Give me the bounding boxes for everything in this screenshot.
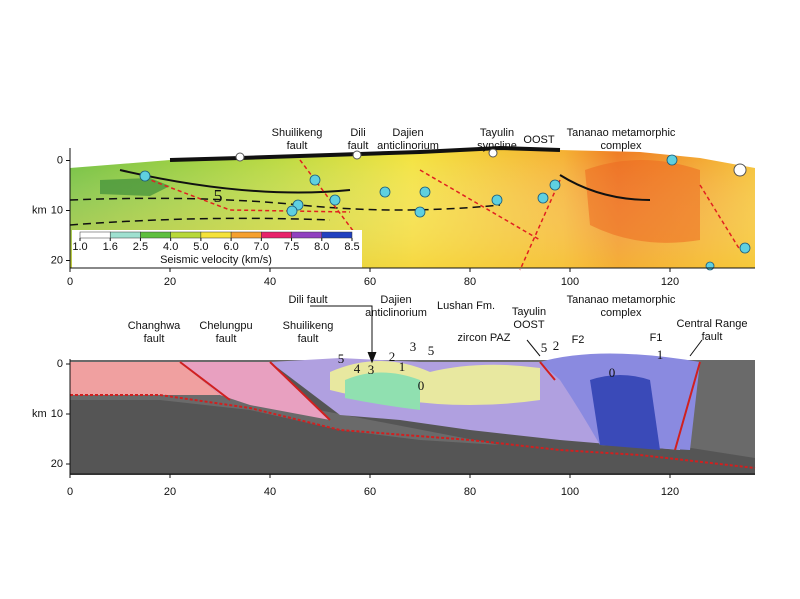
x-tick-label: 0 — [67, 276, 73, 288]
colorbar-swatch — [291, 231, 323, 239]
annotation: 2 — [389, 349, 396, 364]
x-tick-label: 40 — [264, 486, 276, 498]
colorbar-swatch — [79, 231, 111, 239]
colorbar-swatch — [321, 231, 353, 239]
annotation: fault — [298, 333, 319, 345]
annotation: OOST — [513, 319, 544, 331]
x-tick-label: 40 — [264, 276, 276, 288]
annotation: 1 — [399, 359, 406, 374]
annotation: fault — [348, 140, 369, 152]
annotation: Dili fault — [288, 294, 327, 306]
colorbar-tick-label: 2.5 — [133, 241, 148, 253]
colorbar-swatch — [109, 231, 141, 239]
annotation: 5 — [541, 340, 548, 355]
annotation: 1 — [657, 347, 664, 362]
model-section — [70, 353, 756, 475]
annotation: F1 — [650, 332, 663, 344]
annotation: anticlinorium — [377, 140, 439, 152]
annotation: 2 — [553, 338, 560, 353]
annotation: Shuilikeng — [272, 127, 323, 139]
colorbar-tick-label: 5.0 — [193, 241, 208, 253]
x-tick-label: 20 — [164, 276, 176, 288]
x-tick-label: 0 — [67, 486, 73, 498]
y-tick-label: 10 — [51, 408, 63, 420]
y-tick-label: 0 — [57, 154, 63, 166]
colorbar-tick-label: 7.5 — [284, 241, 299, 253]
annotation: Changhwa — [128, 320, 181, 332]
panel: 0 20 40 60 80 100 12001020kmChanghwafaultChelu… — [32, 294, 755, 498]
annotation: Dili — [350, 127, 365, 139]
annotation: fault — [287, 140, 308, 152]
colorbar-swatch — [261, 231, 292, 239]
annotation: 0 — [609, 365, 616, 380]
annotation: OOST — [523, 134, 554, 146]
annotation: F2 — [572, 334, 585, 346]
y-axis-label: km — [32, 408, 47, 420]
annotation: complex — [601, 140, 642, 152]
annotation: Shuilikeng — [283, 320, 334, 332]
annotation: 3 — [368, 362, 375, 377]
y-tick-label: 0 — [57, 358, 63, 370]
x-tick-label: 60 — [364, 486, 376, 498]
x-tick-label: 60 — [364, 276, 376, 288]
annotation: 3 — [410, 339, 417, 354]
colorbar-title: Seismic velocity (km/s) — [160, 254, 272, 266]
x-tick-label: 20 — [164, 486, 176, 498]
x-tick-label: 80 — [464, 486, 476, 498]
annotation: Chelungpu — [199, 320, 252, 332]
colorbar-tick-label: 8.0 — [314, 241, 329, 253]
x-tick-label: 100 — [561, 486, 579, 498]
colorbar-tick-label: 1.6 — [103, 241, 118, 253]
annotation: complex — [601, 307, 642, 319]
annotation: anticlinorium — [365, 307, 427, 319]
annotation: 4 — [354, 361, 361, 376]
x-tick-label: 120 — [661, 276, 679, 288]
annotation: fault — [144, 333, 165, 345]
annotation: 5 — [214, 186, 223, 206]
x-tick-label: 100 — [561, 276, 579, 288]
annotation: Central Range — [677, 318, 748, 330]
panel: 0 20 40 60 80 100 12001020kmShuilikengfaultDil… — [32, 127, 755, 288]
x-tick-label: 80 — [464, 276, 476, 288]
annotation: Tayulin — [512, 306, 546, 318]
colorbar-swatch — [230, 231, 262, 239]
y-tick-label: 20 — [51, 458, 63, 470]
annotation: Dajien — [392, 127, 423, 139]
annotation: fault — [702, 331, 723, 343]
annotation: Tananao metamorphic — [567, 294, 676, 306]
annotation: syncline — [477, 140, 517, 152]
colorbar-tick-label: 6.0 — [223, 241, 238, 253]
leader-line — [310, 305, 703, 364]
y-axis-label: km — [32, 204, 47, 216]
annotation: Tayulin — [480, 127, 514, 139]
colorbar-swatch — [170, 231, 202, 239]
colorbar-tick-label: 4.0 — [163, 241, 178, 253]
annotation: Tananao metamorphic — [567, 127, 676, 139]
colorbar-tick-label: 7.0 — [254, 241, 269, 253]
annotation: 5 — [428, 343, 435, 358]
y-tick-label: 20 — [51, 254, 63, 266]
annotation: fault — [216, 333, 237, 345]
colorbar-swatch — [200, 231, 232, 239]
colorbar-tick-label: 1.0 — [72, 241, 87, 253]
annotation: Dajien — [380, 294, 411, 306]
annotation: zircon PAZ — [458, 332, 511, 344]
colorbar-swatch — [140, 231, 171, 239]
annotation: 5 — [338, 351, 345, 366]
annotation: 0 — [418, 378, 425, 393]
y-tick-label: 10 — [51, 204, 63, 216]
annotation: Lushan Fm. — [437, 300, 495, 312]
x-tick-label: 120 — [661, 486, 679, 498]
colorbar-tick-label: 8.5 — [344, 241, 359, 253]
